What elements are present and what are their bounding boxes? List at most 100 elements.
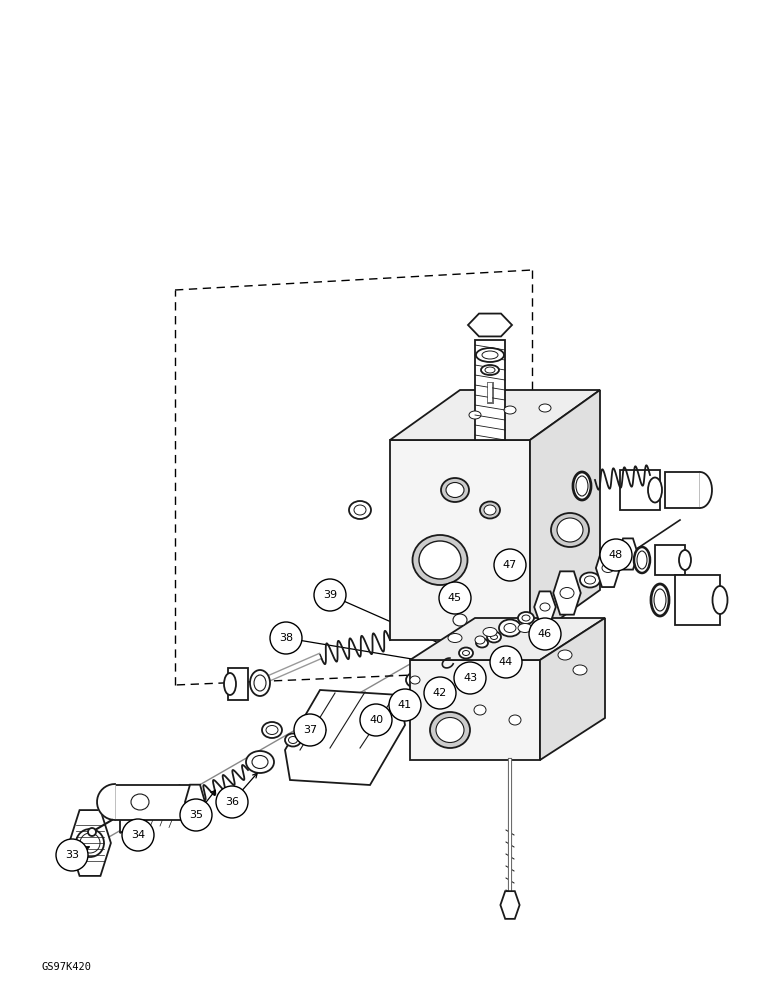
Ellipse shape — [484, 505, 496, 515]
Circle shape — [216, 786, 248, 818]
Ellipse shape — [131, 794, 149, 810]
Ellipse shape — [539, 404, 551, 412]
Ellipse shape — [679, 550, 691, 570]
Polygon shape — [534, 591, 556, 623]
Text: 45: 45 — [448, 593, 462, 603]
Ellipse shape — [584, 576, 595, 584]
Polygon shape — [540, 618, 605, 760]
Circle shape — [389, 689, 421, 721]
Circle shape — [56, 839, 88, 871]
Text: 42: 42 — [433, 688, 447, 698]
Circle shape — [490, 646, 522, 678]
Ellipse shape — [573, 472, 591, 500]
Polygon shape — [410, 660, 540, 760]
Polygon shape — [390, 440, 530, 640]
Polygon shape — [468, 314, 512, 336]
Ellipse shape — [436, 718, 464, 742]
Ellipse shape — [349, 501, 371, 519]
Circle shape — [180, 799, 212, 831]
Ellipse shape — [637, 551, 647, 569]
Ellipse shape — [354, 505, 366, 515]
Ellipse shape — [540, 603, 550, 611]
Polygon shape — [500, 891, 520, 919]
Ellipse shape — [648, 478, 662, 502]
Ellipse shape — [490, 635, 497, 640]
Text: 46: 46 — [538, 629, 552, 639]
Ellipse shape — [439, 685, 451, 695]
Circle shape — [122, 819, 154, 851]
Ellipse shape — [480, 502, 500, 518]
Ellipse shape — [254, 675, 266, 691]
Ellipse shape — [406, 672, 424, 688]
Ellipse shape — [252, 756, 268, 768]
Ellipse shape — [518, 624, 532, 633]
Text: 43: 43 — [463, 673, 477, 683]
Text: GS97K420: GS97K420 — [42, 962, 92, 972]
Ellipse shape — [573, 665, 587, 675]
Polygon shape — [410, 618, 605, 660]
Ellipse shape — [459, 648, 473, 658]
Polygon shape — [655, 545, 685, 575]
Circle shape — [314, 579, 346, 611]
Ellipse shape — [560, 587, 574, 598]
Polygon shape — [115, 785, 195, 820]
Text: 33: 33 — [65, 850, 79, 860]
Polygon shape — [390, 390, 600, 440]
Ellipse shape — [438, 655, 458, 671]
Text: 35: 35 — [189, 810, 203, 820]
Text: 40: 40 — [369, 715, 383, 725]
Text: 38: 38 — [279, 633, 293, 643]
Ellipse shape — [509, 715, 521, 725]
Ellipse shape — [469, 411, 481, 419]
Polygon shape — [228, 668, 248, 700]
Ellipse shape — [713, 586, 727, 614]
Text: 48: 48 — [609, 550, 623, 560]
Text: 44: 44 — [499, 657, 513, 667]
Ellipse shape — [481, 365, 499, 375]
Circle shape — [424, 677, 456, 709]
Ellipse shape — [602, 564, 614, 572]
Ellipse shape — [262, 722, 282, 738]
Ellipse shape — [250, 670, 270, 696]
Text: 39: 39 — [323, 590, 337, 600]
Circle shape — [270, 622, 302, 654]
Ellipse shape — [557, 518, 583, 542]
Ellipse shape — [474, 705, 486, 715]
Ellipse shape — [485, 367, 495, 373]
Ellipse shape — [266, 726, 278, 734]
Ellipse shape — [453, 614, 467, 626]
Polygon shape — [185, 785, 205, 819]
Polygon shape — [415, 673, 430, 695]
Polygon shape — [285, 690, 405, 785]
Circle shape — [360, 704, 392, 736]
Ellipse shape — [430, 712, 470, 748]
Circle shape — [494, 549, 526, 581]
Text: 37: 37 — [303, 725, 317, 735]
Polygon shape — [475, 340, 505, 440]
Ellipse shape — [518, 612, 534, 624]
Ellipse shape — [462, 650, 469, 656]
Ellipse shape — [558, 650, 572, 660]
Ellipse shape — [499, 619, 521, 637]
Text: 36: 36 — [225, 797, 239, 807]
Polygon shape — [120, 785, 180, 833]
Ellipse shape — [224, 673, 236, 695]
Ellipse shape — [482, 351, 498, 359]
Text: 47: 47 — [503, 560, 517, 570]
Ellipse shape — [448, 634, 462, 643]
Ellipse shape — [551, 513, 589, 547]
Ellipse shape — [419, 541, 461, 579]
Polygon shape — [530, 390, 600, 640]
Circle shape — [454, 662, 486, 694]
Polygon shape — [97, 784, 115, 820]
Circle shape — [600, 539, 632, 571]
Polygon shape — [596, 549, 620, 587]
Polygon shape — [69, 810, 111, 876]
Ellipse shape — [475, 636, 485, 644]
Ellipse shape — [487, 632, 501, 643]
Ellipse shape — [476, 348, 504, 362]
Polygon shape — [554, 571, 581, 615]
Ellipse shape — [246, 751, 274, 773]
Ellipse shape — [410, 676, 420, 684]
Ellipse shape — [634, 547, 650, 573]
